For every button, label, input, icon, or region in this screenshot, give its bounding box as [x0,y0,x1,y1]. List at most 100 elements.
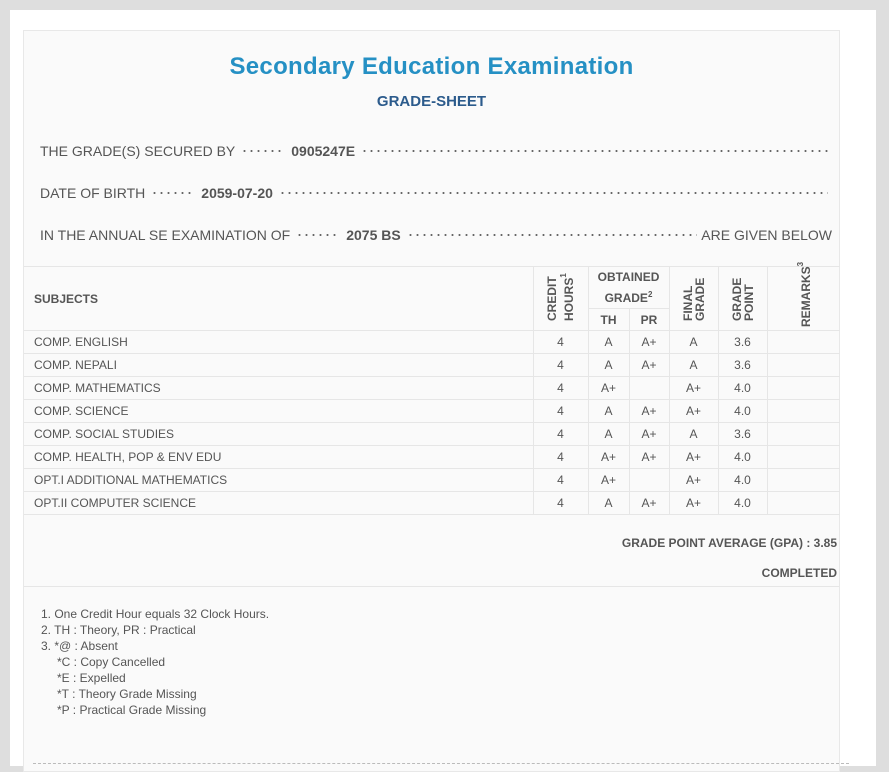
column-header: SUBJECTS [24,266,534,331]
cell: COMP. MATHEMATICS [24,376,534,400]
cell: A+ [628,330,670,354]
cell: A+ [668,468,719,492]
cell: A [587,399,630,423]
cell: A+ [668,491,719,515]
leader [296,232,341,238]
cell: 3.6 [717,353,768,377]
cell: A+ [628,445,670,469]
info-label: DATE OF BIRTH [40,185,146,201]
cell: 4 [532,468,589,492]
cell: A+ [587,376,630,400]
cell: COMP. NEPALI [24,353,534,377]
cell [766,376,840,400]
grade-table: SUBJECTS CREDIT HOURS1 OBTAINED GRADE2 FINA… [24,262,840,515]
info-line: IN THE ANNUAL SE EXAMINATION OF 2075 BS AR… [40,214,832,256]
sub-header: PR [628,308,669,331]
cell [628,376,670,400]
note: 3. *@ : Absent [41,639,118,653]
cell: A [587,491,630,515]
info-label: IN THE ANNUAL SE EXAMINATION OF [40,227,291,243]
header-label: OBTAINED GRADE2 [597,270,660,305]
info: THE GRADE(S) SECURED BY 0905247E DATE OF B… [24,130,839,256]
table-row: COMP. ENGLISH 4 A A+ A 3.6 [24,330,840,354]
header-row: SUBJECTS CREDIT HOURS1 OBTAINED GRADE2 FINA… [24,262,840,331]
cell: A+ [628,422,670,446]
cell [628,468,670,492]
cell [766,330,840,354]
note-sub: *P : Practical Grade Missing [57,703,207,717]
cell: 3.6 [717,330,768,354]
cell: COMP. ENGLISH [24,330,534,354]
cell: A+ [628,399,670,423]
cell: A+ [628,353,670,377]
cell: 4 [532,445,589,469]
info-line: DATE OF BIRTH 2059-07-20 [40,172,832,214]
cell: 4 [532,491,589,515]
info-value: 2059-07-20 [201,185,273,201]
header-text: REMARKS3 [796,261,814,327]
table-row: COMP. SOCIAL STUDIES 4 A A+ A 3.6 [24,422,840,446]
cell: 4.0 [717,491,768,515]
info-line: THE GRADE(S) SECURED BY 0905247E [40,130,832,172]
header-label: SUBJECTS [34,291,99,306]
gpa: GRADE POINT AVERAGE (GPA) : 3.85 [621,536,837,550]
leader [278,190,828,196]
column-header: REMARKS3 [766,262,840,331]
cell: 4 [532,422,589,446]
header-row: TH PR [24,308,840,331]
header-label: FINAL GRADE [681,273,707,321]
info-label: THE GRADE(S) SECURED BY [40,143,236,159]
cell: OPT.II COMPUTER SCIENCE [24,491,534,515]
column-header: FINAL GRADE [668,266,719,331]
cell: A [587,353,630,377]
header-label: REMARKS3 [795,262,813,327]
cell: A+ [668,445,719,469]
note-sub: *T : Theory Grade Missing [57,687,197,701]
sub-header: TH [588,308,630,331]
info-value: 0905247E [291,143,356,159]
cell [766,468,840,492]
notes: 1. One Credit Hour equals 32 Clock Hours… [24,586,839,718]
title: Secondary Education Examination [229,53,634,80]
column-header: CREDIT HOURS1 [532,266,589,331]
leader [151,190,196,196]
table-row: OPT.I ADDITIONAL MATHEMATICS 4 A+ A+ 4.0 [24,468,840,492]
table-row: COMP. MATHEMATICS 4 A+ A+ 4.0 [24,376,840,400]
header-text: CREDIT HOURS1 [545,273,576,321]
cell: A+ [587,468,630,492]
info-value: 2075 BS [346,227,401,243]
table-row: COMP. NEPALI 4 A A+ A 3.6 [24,353,840,377]
cell: A+ [628,491,670,515]
footnote-ref: 3 [796,261,806,267]
footnote-ref: 2 [647,290,653,299]
info-suffix: ARE GIVEN BELOW [701,227,832,243]
status: COMPLETED [761,566,837,580]
header-label: CREDIT HOURS1 [545,273,576,321]
note: 2. TH : Theory, PR : Practical [41,623,196,637]
cell: OPT.I ADDITIONAL MATHEMATICS [24,468,534,492]
grade-sheet: Secondary Education Examination GRADE-SHE… [23,30,840,772]
footnote-ref: 1 [559,273,568,278]
header-text: GRADE POINT [729,277,756,321]
cell [766,399,840,423]
cell: 4.0 [717,468,768,492]
table-row: COMP. HEALTH, POP & ENV EDU 4 A+ A+ A+ 4.0 [24,445,840,469]
cell: 4.0 [717,376,768,400]
cell: A [668,353,719,377]
subtitle: GRADE-SHEET [376,93,487,110]
cell: COMP. HEALTH, POP & ENV EDU [24,445,534,469]
table-row: COMP. SCIENCE 4 A A+ A+ 4.0 [24,399,840,423]
cell [766,491,840,515]
cell: 4.0 [717,445,768,469]
cell: 4 [532,399,589,423]
cell: 4 [532,353,589,377]
note-sub: *C : Copy Cancelled [57,655,166,669]
cell [766,445,840,469]
cell: 4.0 [717,399,768,423]
cell: A+ [587,445,630,469]
cell [766,422,840,446]
cell: COMP. SCIENCE [24,399,534,423]
cell: 4 [532,330,589,354]
note-sub: *E : Expelled [57,671,126,685]
